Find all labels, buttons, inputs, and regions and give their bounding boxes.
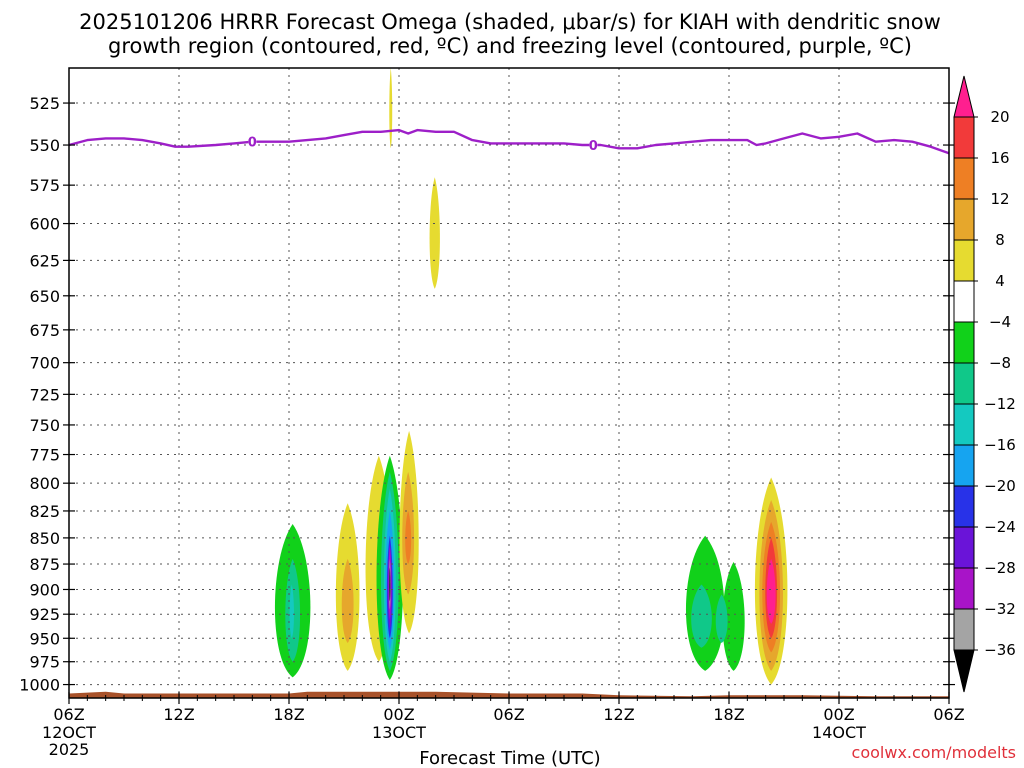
x-tick-label: 12Z <box>603 705 634 724</box>
chart-title-line1: 2025101206 HRRR Forecast Omega (shaded, … <box>79 10 941 34</box>
colorbar-bin-2 <box>953 157 975 200</box>
colorbar-tick-label: 20 <box>990 108 1009 126</box>
x-tick-label: 18Z <box>713 705 744 724</box>
y-tick-label: 775 <box>29 446 60 465</box>
colorbar-bin-9 <box>953 444 975 487</box>
colorbar-tick-label: −20 <box>984 477 1016 495</box>
colorbar-bin-5 <box>953 280 975 323</box>
colorbar-bin-13 <box>953 608 975 651</box>
colorbar-bin-3 <box>953 198 975 241</box>
colorbar-tick-label: −36 <box>984 641 1016 659</box>
colorbar-tick-label: −8 <box>989 354 1011 372</box>
y-tick-label: 550 <box>29 136 60 155</box>
y-tick-label: 675 <box>29 321 60 340</box>
y-tick-label: 625 <box>29 251 60 270</box>
omega-feature-5 <box>341 558 354 644</box>
chart-title-line2: growth region (contoured, red, ºC) and f… <box>108 34 912 58</box>
omega-feature-14 <box>389 567 391 602</box>
x-date-label: 13OCT <box>372 723 426 742</box>
colorbar-tick-label: −4 <box>989 313 1011 331</box>
colorbar-top-arrow <box>953 75 975 118</box>
x-year-label: 2025 <box>49 740 90 759</box>
x-tick-label: 00Z <box>823 705 854 724</box>
colorbar-tick-label: −32 <box>984 600 1016 618</box>
y-tick-label: 750 <box>29 416 60 435</box>
omega-feature-18 <box>389 68 393 149</box>
colorbar-tick-label: −24 <box>984 518 1016 536</box>
omega-shading <box>274 68 788 685</box>
x-tick-label: 12Z <box>163 705 194 724</box>
omega-feature-2 <box>289 584 294 639</box>
omega-feature-23 <box>715 594 728 644</box>
colorbar-bin-6 <box>953 321 975 364</box>
x-axis-label: Forecast Time (UTC) <box>419 748 600 768</box>
y-tick-label: 700 <box>29 354 60 373</box>
colorbar-bin-7 <box>953 362 975 405</box>
colorbar-tick-label: −16 <box>984 436 1016 454</box>
credit-text: coolwx.com/modelts <box>852 743 1016 762</box>
y-tick-label: 900 <box>29 580 60 599</box>
gridlines <box>69 68 949 698</box>
y-axis: 525 550 575 600 625 650 675 700 725 750 775 800 825 8… <box>19 94 955 695</box>
omega-feature-19 <box>429 177 440 289</box>
omega-feature-28 <box>766 558 776 624</box>
x-date-label: 14OCT <box>812 723 866 742</box>
colorbar-tick-label: 12 <box>990 190 1009 208</box>
colorbar: 20 16 12 8 4 −4 −8 −12 −16 −20 −24 −28 −32 −36 <box>953 75 1016 693</box>
colorbar-bin-1 <box>953 116 975 159</box>
colorbar-bin-4 <box>953 239 975 282</box>
x-tick-label: 06Z <box>933 705 964 724</box>
y-tick-label: 650 <box>29 287 60 306</box>
y-tick-label: 800 <box>29 474 60 493</box>
colorbar-bottom-arrow <box>953 649 975 693</box>
freezing-level-label: 0 <box>589 139 598 154</box>
y-tick-label: 950 <box>29 629 60 648</box>
colorbar-tick-label: −12 <box>984 395 1016 413</box>
freezing-level-label: 0 <box>248 136 257 151</box>
colorbar-tick-label: −28 <box>984 559 1016 577</box>
omega-feature-17 <box>405 510 412 565</box>
y-tick-label: 975 <box>29 653 60 672</box>
freezing-level-line <box>68 128 950 155</box>
y-tick-label: 825 <box>29 502 60 521</box>
x-tick-label: 06Z <box>53 705 84 724</box>
x-tick-label: 06Z <box>493 705 524 724</box>
colorbar-bin-10 <box>953 485 975 528</box>
omega-feature-22 <box>691 584 712 648</box>
y-tick-label: 1000 <box>19 676 60 695</box>
y-tick-label: 925 <box>29 605 60 624</box>
y-tick-label: 725 <box>29 385 60 404</box>
freezing-label-bg-0 <box>248 133 257 149</box>
x-tick-label: 18Z <box>273 705 304 724</box>
x-date-label: 12OCT <box>42 723 96 742</box>
colorbar-bin-12 <box>953 567 975 610</box>
y-tick-label: 875 <box>29 555 60 574</box>
colorbar-tick-label: 8 <box>995 231 1005 249</box>
colorbar-bin-8 <box>953 403 975 446</box>
y-tick-label: 850 <box>29 529 60 548</box>
colorbar-bin-11 <box>953 526 975 569</box>
colorbar-tick-label: 16 <box>990 149 1009 167</box>
x-tick-label: 00Z <box>383 705 414 724</box>
y-tick-label: 525 <box>29 94 60 113</box>
y-tick-label: 600 <box>29 215 60 234</box>
colorbar-tick-label: 4 <box>995 272 1005 290</box>
freezing-label-bg-1 <box>589 137 598 153</box>
y-tick-label: 575 <box>29 176 60 195</box>
